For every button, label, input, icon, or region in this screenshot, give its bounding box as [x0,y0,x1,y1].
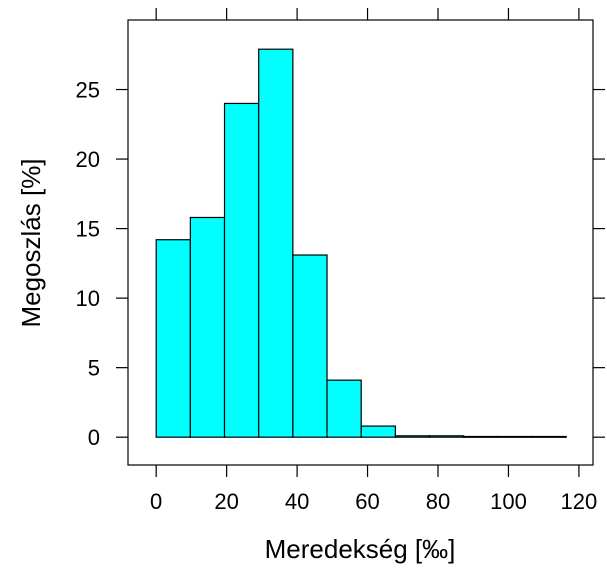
x-tick-label: 60 [355,489,379,514]
histogram-bar [155,239,191,438]
y-tick-label: 5 [88,356,100,381]
histogram-bar [394,435,431,438]
x-tick-label: 20 [214,489,238,514]
histogram-bar [428,435,465,438]
y-axis-label: Megoszlás [%] [16,158,46,327]
x-tick-label: 120 [561,489,598,514]
histogram-bar [292,254,328,438]
bars-group [155,48,567,438]
x-tick-label: 80 [426,489,450,514]
y-tick-label: 10 [76,286,100,311]
x-tick-label: 0 [150,489,162,514]
histogram-bar [463,435,499,438]
histogram-bar [497,435,533,438]
x-axis-label: Meredekség [‰] [265,534,456,564]
x-tick-label: 100 [490,489,527,514]
y-tick-label: 0 [88,425,100,450]
y-axis: 0 5 10 15 20 25 [76,78,605,450]
plot-frame [127,19,594,466]
histogram-bar [223,102,260,438]
y-tick-label: 25 [76,78,100,103]
y-tick-label: 15 [76,217,100,242]
histogram-bar [189,216,226,438]
histogram-bar [258,48,294,438]
histogram-bar [326,379,362,438]
y-tick-label: 20 [76,147,100,172]
histogram-bar [531,435,567,438]
x-tick-label: 40 [285,489,309,514]
x-axis: 0 20 40 60 80 100 120 [150,8,597,514]
histogram-bar [360,425,396,438]
